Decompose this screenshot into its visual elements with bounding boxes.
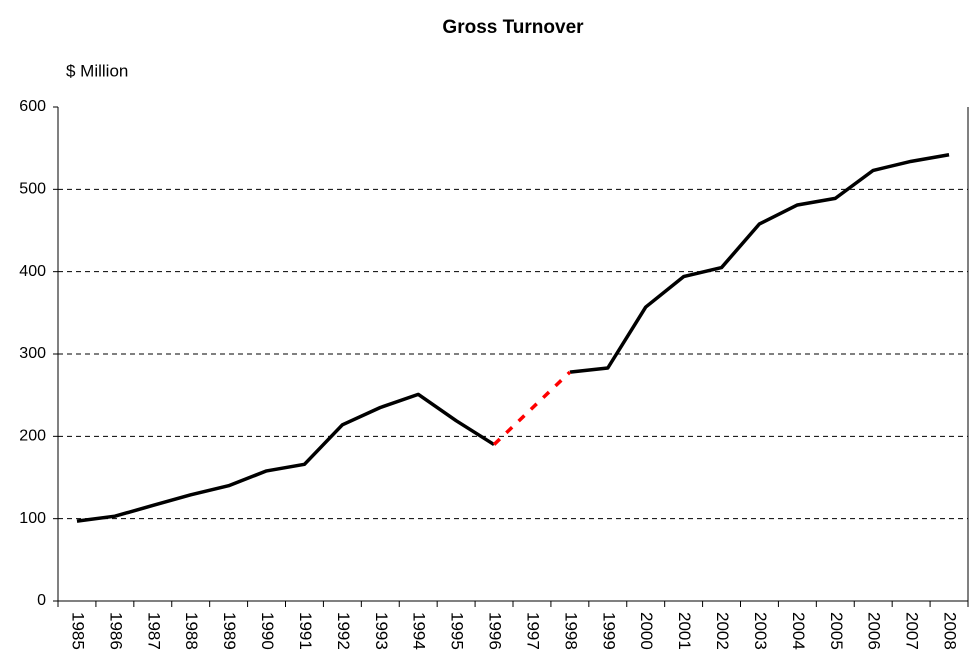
y-tick-label: 500 [19, 181, 46, 198]
x-tick-label: 1988 [182, 612, 201, 650]
x-tick-label: 2007 [903, 612, 922, 650]
y-tick-label: 400 [19, 263, 46, 280]
x-tick-label: 1989 [220, 612, 239, 650]
x-tick-label: 1990 [258, 612, 277, 650]
x-tick-label: 2004 [789, 612, 808, 650]
y-tick-label: 600 [19, 98, 46, 115]
y-tick-label: 0 [37, 592, 46, 609]
x-tick-label: 1996 [486, 612, 505, 650]
x-tick-label: 1993 [372, 612, 391, 650]
y-tick-label: 300 [19, 345, 46, 362]
chart-title: Gross Turnover [442, 17, 584, 38]
y-tick-label: 200 [19, 428, 46, 445]
x-tick-label: 1998 [561, 612, 580, 650]
x-tick-label: 2008 [941, 612, 960, 650]
line-series [76, 392, 495, 523]
y-tick-label: 100 [19, 510, 46, 527]
x-tick-label: 1995 [448, 612, 467, 650]
x-tick-label: 1991 [296, 612, 315, 650]
x-tick-label: 2001 [675, 612, 694, 650]
x-tick-label: 1992 [334, 612, 353, 650]
x-tick-label: 2005 [827, 612, 846, 650]
x-tick-label: 1999 [599, 612, 618, 650]
x-tick-label: 2003 [751, 612, 770, 650]
gap-line [492, 370, 572, 446]
x-tick-label: 1994 [410, 612, 429, 650]
x-tick-label: 1997 [523, 612, 542, 650]
y-axis-label: $ Million [66, 61, 128, 80]
x-tick-label: 1987 [144, 612, 163, 650]
x-tick-label: 2002 [713, 612, 732, 650]
x-tick-label: 1985 [68, 612, 87, 650]
x-tick-label: 2000 [637, 612, 656, 650]
line-series [569, 153, 950, 374]
x-tick-label: 2006 [865, 612, 884, 650]
x-tick-label: 1986 [106, 612, 125, 650]
